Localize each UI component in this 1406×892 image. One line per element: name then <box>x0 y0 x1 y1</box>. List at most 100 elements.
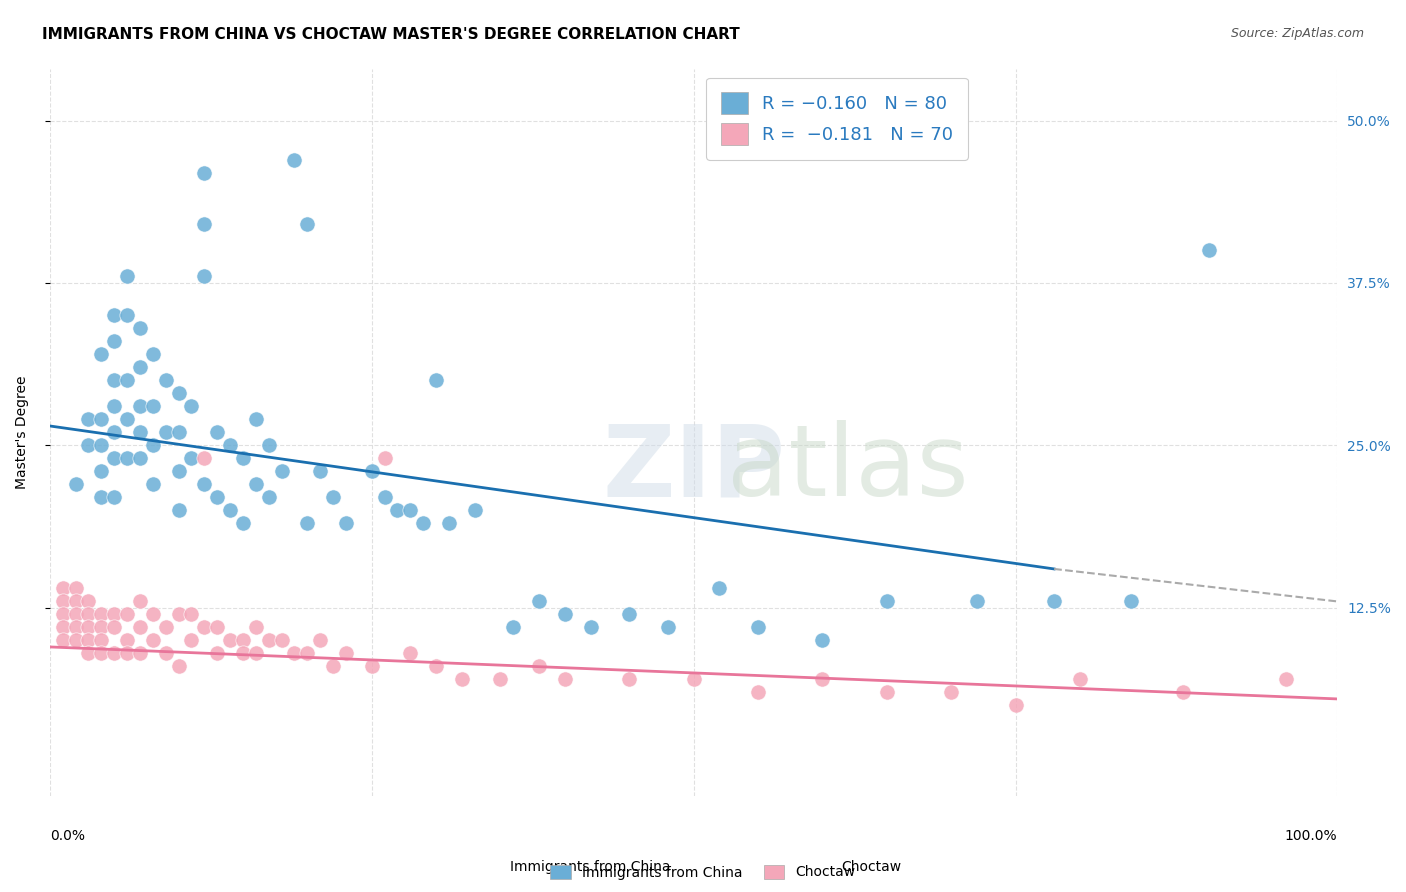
Point <box>167 425 190 440</box>
Point <box>283 153 305 167</box>
Point <box>103 374 125 388</box>
Point <box>77 438 100 452</box>
Point <box>399 647 422 661</box>
Point <box>270 465 292 479</box>
Point <box>65 620 87 634</box>
Point <box>142 477 165 491</box>
Point <box>129 360 152 375</box>
Point <box>103 425 125 440</box>
Point <box>193 620 215 634</box>
Point <box>193 218 215 232</box>
Point <box>167 386 190 401</box>
Point <box>219 438 242 452</box>
Point <box>52 633 75 648</box>
Point <box>155 647 177 661</box>
Point <box>309 465 332 479</box>
Point <box>283 647 305 661</box>
Point <box>115 451 138 466</box>
Point <box>374 491 396 505</box>
Point <box>65 633 87 648</box>
Point <box>103 400 125 414</box>
Point <box>180 607 202 622</box>
Point <box>219 503 242 517</box>
Point <box>52 582 75 596</box>
Point <box>335 516 357 531</box>
Point <box>425 374 447 388</box>
Point <box>464 503 486 517</box>
Point <box>489 673 512 687</box>
Point <box>1121 594 1143 608</box>
Point <box>619 673 641 687</box>
Point <box>257 633 280 648</box>
Point <box>167 607 190 622</box>
Point <box>205 647 228 661</box>
Point <box>193 269 215 284</box>
Point <box>966 594 988 608</box>
Point <box>297 218 319 232</box>
Point <box>297 516 319 531</box>
Text: 100.0%: 100.0% <box>1285 830 1337 843</box>
Point <box>129 451 152 466</box>
Point <box>450 673 472 687</box>
Point <box>245 477 267 491</box>
Point <box>155 425 177 440</box>
Point <box>502 620 524 634</box>
Point <box>579 620 602 634</box>
Point <box>811 673 834 687</box>
Point <box>180 400 202 414</box>
Point <box>167 503 190 517</box>
Point <box>77 607 100 622</box>
Text: Source: ZipAtlas.com: Source: ZipAtlas.com <box>1230 27 1364 40</box>
Point <box>232 451 254 466</box>
Text: atlas: atlas <box>727 420 969 517</box>
Legend: Immigrants from China, Choctaw: Immigrants from China, Choctaw <box>544 859 862 885</box>
Point <box>619 607 641 622</box>
Point <box>129 594 152 608</box>
Point <box>90 412 112 426</box>
Point <box>167 659 190 673</box>
Legend: R = −0.160   N = 80, R =  −0.181   N = 70: R = −0.160 N = 80, R = −0.181 N = 70 <box>706 78 967 160</box>
Point <box>1275 673 1298 687</box>
Text: 0.0%: 0.0% <box>49 830 84 843</box>
Point <box>77 620 100 634</box>
Point <box>90 438 112 452</box>
Point <box>554 673 576 687</box>
Point <box>205 491 228 505</box>
Point <box>90 465 112 479</box>
Point <box>657 620 679 634</box>
Point <box>103 607 125 622</box>
Point <box>115 374 138 388</box>
Point <box>77 412 100 426</box>
Point <box>297 647 319 661</box>
Point <box>527 659 550 673</box>
Point <box>129 400 152 414</box>
Point <box>219 633 242 648</box>
Point <box>245 647 267 661</box>
Point <box>52 594 75 608</box>
Point <box>129 321 152 335</box>
Point <box>682 673 704 687</box>
Point <box>115 633 138 648</box>
Point <box>90 347 112 361</box>
Point <box>876 685 898 699</box>
Point <box>180 451 202 466</box>
Point <box>1004 698 1026 713</box>
Point <box>360 659 382 673</box>
Point <box>939 685 962 699</box>
Point <box>90 607 112 622</box>
Point <box>747 620 769 634</box>
Point <box>129 620 152 634</box>
Point <box>103 491 125 505</box>
Point <box>232 647 254 661</box>
Point <box>77 594 100 608</box>
Point <box>399 503 422 517</box>
Point <box>115 607 138 622</box>
Point <box>425 659 447 673</box>
Point <box>374 451 396 466</box>
Point <box>1069 673 1091 687</box>
Point <box>205 425 228 440</box>
Point <box>103 309 125 323</box>
Point <box>142 438 165 452</box>
Point <box>77 633 100 648</box>
Point <box>90 633 112 648</box>
